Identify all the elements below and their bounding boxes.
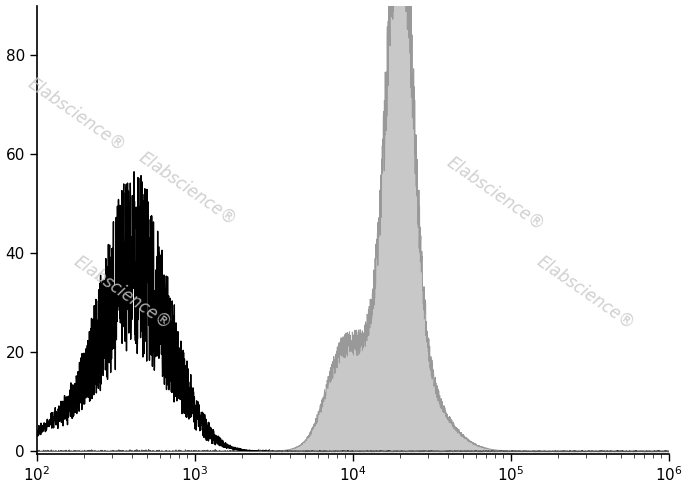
Text: Elabscience®: Elabscience® [70, 252, 175, 333]
Text: Elabscience®: Elabscience® [534, 252, 638, 333]
Text: Elabscience®: Elabscience® [443, 153, 548, 234]
Text: Elabscience®: Elabscience® [136, 148, 239, 229]
Text: Elabscience®: Elabscience® [25, 74, 129, 155]
